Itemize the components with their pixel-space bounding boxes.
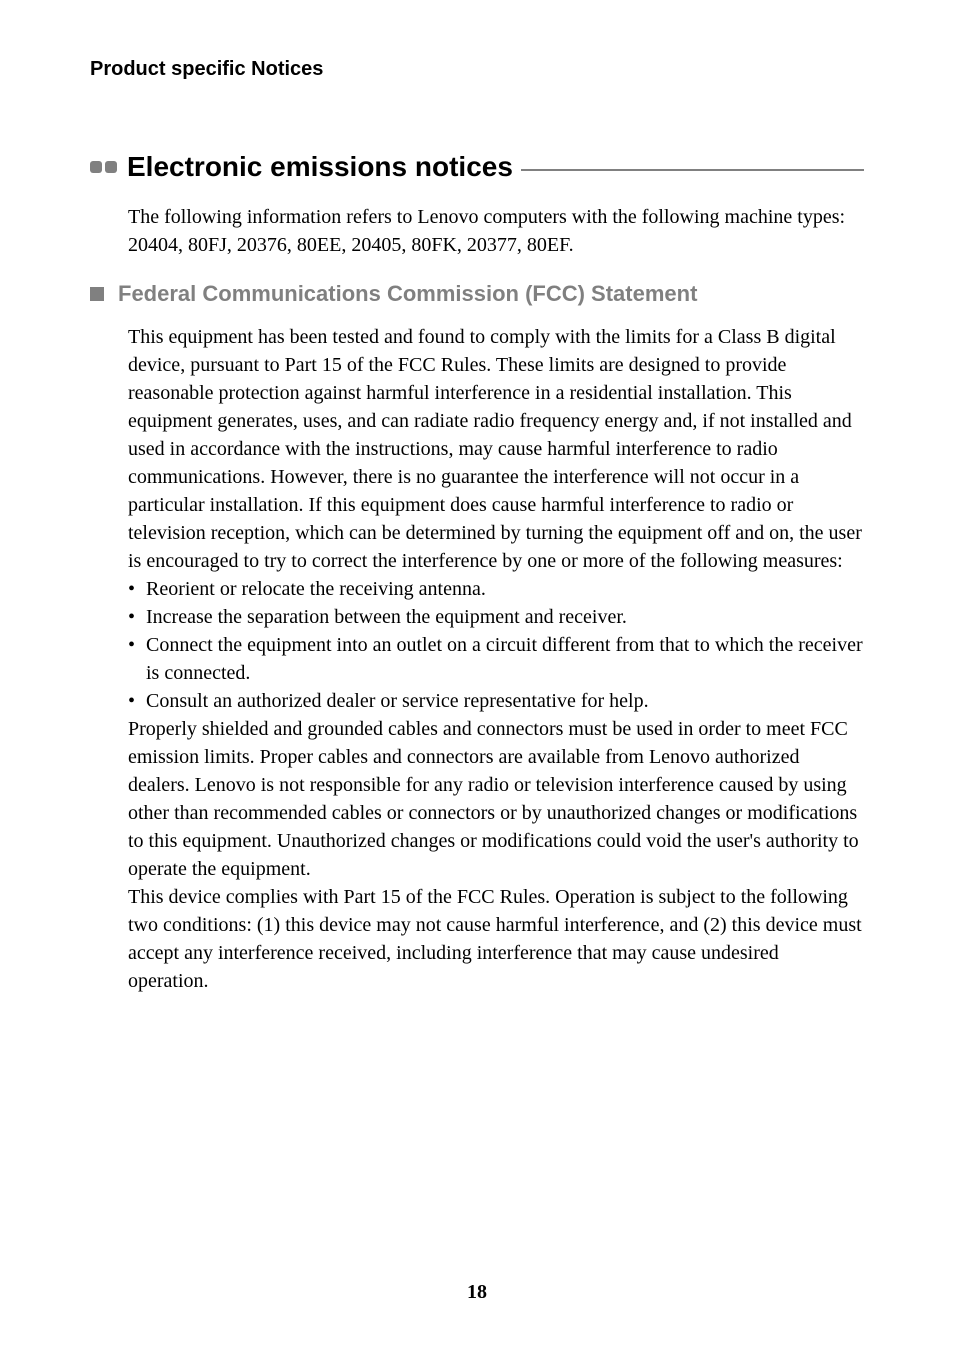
sub-heading: Federal Communications Commission (FCC) …	[118, 281, 697, 307]
sub-heading-row: Federal Communications Commission (FCC) …	[90, 281, 864, 307]
main-heading-row: Electronic emissions notices	[90, 151, 864, 183]
main-heading-bullets	[90, 161, 117, 173]
sub-heading-bullet-icon	[90, 287, 104, 301]
list-item: Increase the separation between the equi…	[128, 603, 864, 631]
list-item: Reorient or relocate the receiving anten…	[128, 575, 864, 603]
page-number: 18	[0, 1281, 954, 1304]
list-item: Connect the equipment into an outlet on …	[128, 631, 864, 687]
body-paragraph-2: Properly shielded and grounded cables an…	[128, 715, 864, 883]
main-heading: Electronic emissions notices	[127, 151, 513, 183]
running-header: Product specific Notices	[90, 58, 864, 81]
list-item: Consult an authorized dealer or service …	[128, 687, 864, 715]
body-paragraph-1: This equipment has been tested and found…	[128, 323, 864, 575]
heading-bullet-icon	[105, 161, 117, 173]
body-paragraph-3: This device complies with Part 15 of the…	[128, 883, 864, 995]
heading-rule	[521, 169, 864, 171]
measures-list: Reorient or relocate the receiving anten…	[128, 575, 864, 715]
intro-paragraph: The following information refers to Leno…	[128, 203, 864, 259]
heading-bullet-icon	[90, 161, 102, 173]
